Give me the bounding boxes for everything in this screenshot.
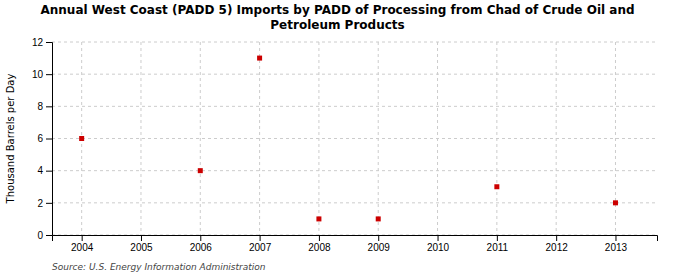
tick-mark	[319, 235, 320, 241]
tick-label: 2013	[605, 242, 628, 253]
tick-label: 2006	[190, 242, 213, 253]
grid-line-x	[140, 42, 141, 235]
tick: 2	[37, 198, 52, 209]
tick: 2010	[427, 235, 450, 253]
grid-line-y	[52, 74, 657, 75]
tick-label: 2010	[427, 242, 450, 253]
tick: 2012	[546, 235, 569, 253]
grid-line-x	[259, 42, 260, 235]
tick-label: 2004	[71, 242, 94, 253]
point	[376, 216, 381, 221]
tick-label: 4	[37, 165, 43, 176]
y-axis: 0 2 4 6 8 10 12	[32, 37, 53, 241]
tick-mark	[46, 74, 52, 75]
grid	[52, 42, 657, 235]
tick: 2011	[487, 235, 509, 253]
grid-line-x	[318, 42, 319, 235]
source-note: Source: U.S. Energy Information Administ…	[52, 262, 266, 272]
tick-label: 6	[37, 133, 43, 144]
tick: 2007	[249, 235, 272, 253]
point	[494, 184, 499, 189]
grid-line-x	[615, 42, 616, 235]
tick-label: 2009	[368, 242, 391, 253]
point	[79, 136, 84, 141]
tick-label: 2012	[546, 242, 569, 253]
tick-mark	[200, 235, 201, 241]
tick: 2008	[308, 235, 331, 253]
tick: 2013	[605, 235, 628, 253]
tick-mark	[141, 235, 142, 241]
grid-line-y	[52, 106, 657, 107]
tick-mark	[615, 235, 616, 241]
grid-line-y	[52, 138, 657, 139]
title-line: Annual West Coast (PADD 5) Imports by PA…	[40, 3, 634, 17]
grid-line-x	[378, 42, 379, 235]
tick-label: 10	[32, 69, 44, 80]
tick: 2004	[71, 235, 94, 253]
tick-mark	[438, 235, 439, 241]
tick: 2005	[130, 235, 153, 253]
point	[198, 168, 203, 173]
point	[316, 216, 321, 221]
title-line: Petroleum Products	[270, 18, 404, 32]
axis-line	[46, 43, 53, 236]
point	[613, 200, 618, 205]
tick-mark	[556, 235, 557, 241]
tick-mark	[378, 235, 379, 241]
points	[79, 56, 618, 222]
grid-line-x	[437, 42, 438, 235]
tick-label: 0	[37, 230, 43, 241]
plot: 2004200520062007200820092010201120122013…	[32, 37, 658, 253]
tick-label: 2007	[249, 242, 272, 253]
title: Annual West Coast (PADD 5) Imports by PA…	[40, 3, 634, 32]
tick-mark	[497, 235, 498, 241]
tick-label: 2008	[308, 242, 331, 253]
chart: 2004200520062007200820092010201120122013…	[0, 0, 675, 275]
point	[257, 56, 262, 61]
tick-label: 12	[32, 37, 44, 48]
tick: 0	[37, 230, 52, 241]
tick: 8	[37, 101, 52, 112]
tick-label: 2	[37, 198, 43, 209]
tick-label: 8	[37, 101, 43, 112]
tick-label: 2005	[130, 242, 153, 253]
tick-mark	[46, 42, 52, 43]
grid-line-y	[52, 202, 657, 203]
grid-line-x	[556, 42, 557, 235]
tick-mark	[46, 203, 52, 204]
tick: 2009	[368, 235, 391, 253]
tick-mark	[46, 171, 52, 172]
grid-line-x	[496, 42, 497, 235]
tick-label: 2011	[487, 242, 509, 253]
tick-mark	[46, 106, 52, 107]
tick-mark	[260, 235, 261, 241]
tick-mark	[46, 139, 52, 140]
tick: 10	[32, 69, 52, 80]
tick: 6	[37, 133, 52, 144]
tick: 12	[32, 37, 52, 48]
grid-line-y	[52, 170, 657, 171]
tick: 4	[37, 165, 52, 176]
x-axis: 2004 2005 2006 2007 2008 2009 2010 2011 2012 2013	[53, 235, 658, 253]
grid-line-x	[200, 42, 201, 235]
y-axis-label: Thousand Barrels per Day	[5, 74, 16, 205]
grid-line-y	[52, 42, 657, 43]
axis-line	[53, 236, 658, 242]
tick-mark	[46, 235, 52, 236]
tick: 2006	[190, 235, 213, 253]
tick-mark	[82, 235, 83, 241]
